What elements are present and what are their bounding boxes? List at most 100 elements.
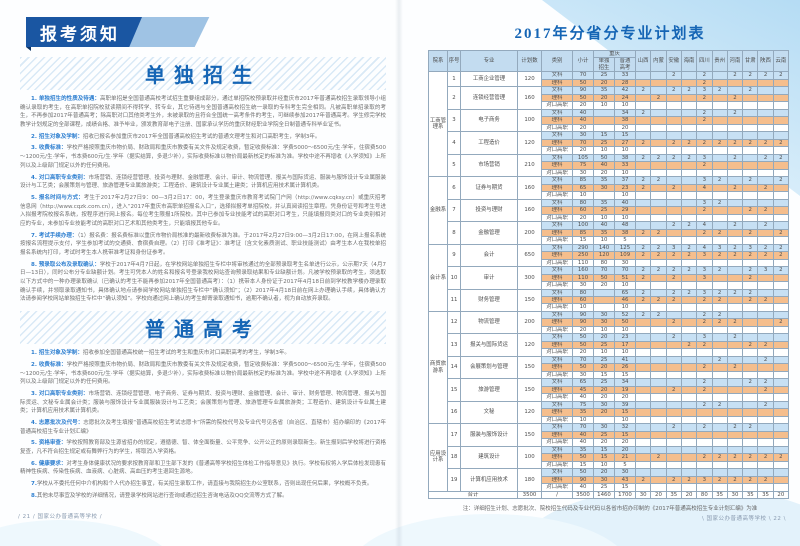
value-cell: 2 — [665, 318, 682, 327]
category-cell: 对口高职 — [541, 101, 573, 110]
col-cat: 类别 — [541, 49, 573, 73]
value-cell — [742, 116, 759, 125]
value-cell: 10 — [572, 191, 594, 200]
value-cell: 3 — [696, 288, 713, 298]
value-cell: 2 — [680, 153, 698, 163]
value-cell: 35 — [572, 408, 594, 417]
value-cell: 20 — [593, 408, 615, 417]
value-cell — [772, 483, 789, 492]
value-cell: 4 — [696, 221, 713, 230]
value-cell — [711, 468, 728, 477]
value-cell — [635, 78, 652, 88]
value-cell — [650, 131, 667, 140]
value-cell — [650, 348, 667, 357]
value-cell — [742, 363, 759, 372]
value-cell — [680, 333, 698, 342]
value-cell: 23 — [613, 183, 637, 193]
value-cell: 2 — [635, 108, 652, 118]
value-cell: 2 — [726, 221, 744, 230]
plan-row: 10 审计 300 文科 160 70 70 2 2 2 2 3 2 2 3 2 — [429, 266, 789, 290]
value-cell — [742, 400, 759, 410]
value-cell — [593, 303, 615, 312]
value-cell — [635, 348, 652, 357]
value-cell — [635, 198, 652, 208]
value-cell: 41 — [613, 355, 637, 365]
category-cell: 对口高职 — [541, 146, 573, 155]
value-cell — [680, 453, 698, 462]
value-cell — [757, 318, 774, 327]
value-cell — [726, 415, 744, 425]
value-cell — [757, 430, 774, 440]
value-cell: 34 — [613, 108, 637, 118]
value-cell: 250 — [572, 251, 594, 260]
value-cell — [665, 146, 682, 155]
major-name: 工程造价 — [460, 131, 518, 155]
value-cell — [635, 393, 652, 402]
major-plan: 160 — [517, 176, 542, 200]
plan-row: 18 建筑设计 100 文科 35 15 20 — [429, 445, 789, 470]
value-cell — [711, 348, 728, 357]
category-cell: 文科 — [541, 445, 573, 455]
notice-item-label: 2. 招生对象及学制： — [31, 133, 83, 140]
total-value: 35 — [742, 490, 759, 500]
value-cell — [772, 468, 789, 477]
value-cell — [680, 370, 698, 380]
category-cell: 理科 — [541, 228, 573, 238]
value-cell — [772, 445, 789, 455]
value-cell: 26 — [613, 363, 637, 372]
value-cell: 2 — [696, 310, 713, 320]
value-cell — [757, 198, 774, 208]
value-cell — [593, 288, 615, 298]
notice-sections: 单独招生 1. 单独招生的性质及待遇：高职单招是全国普通高校考试招生重要组成部分，… — [16, 57, 390, 500]
value-cell: 70 — [572, 138, 594, 148]
plan-row: 理科 75 40 33 2 — [429, 161, 789, 170]
value-cell: 30 — [572, 280, 594, 290]
category-cell: 理科 — [541, 206, 573, 215]
category-cell: 对口高职 — [541, 236, 573, 245]
value-cell — [726, 408, 744, 417]
value-cell — [650, 363, 667, 372]
value-cell — [665, 101, 682, 110]
header-row: 院系 序号 专业 计划数 类别 小计 重庆 山西 内蒙 安徽 海南 四川 贵州 河南 甘肃 陕西 云南 — [428, 49, 789, 73]
value-cell: 3 — [696, 333, 713, 342]
value-cell — [680, 415, 698, 425]
value-cell — [635, 318, 652, 327]
value-cell — [696, 258, 713, 268]
value-cell — [772, 258, 789, 268]
plan-row: 商贸旅 游系 12 物流管理 200 文科 90 30 52 2 2 2 2 — [428, 310, 789, 425]
category-cell: 理科 — [541, 78, 573, 88]
value-cell: 70 — [572, 355, 594, 365]
major-no: 19 — [447, 468, 461, 492]
value-cell: 45 — [572, 385, 594, 395]
value-cell: 2 — [726, 243, 744, 253]
value-cell — [650, 198, 667, 208]
major-plan: 120 — [517, 333, 542, 357]
value-cell: 5 — [613, 460, 637, 470]
value-cell: 2 — [711, 288, 728, 298]
value-cell — [742, 108, 759, 118]
value-cell: 2 — [726, 108, 744, 118]
value-cell: 23 — [613, 333, 637, 342]
plan-row: 理科 50 20 28 2 — [429, 78, 789, 88]
value-cell: 4 — [696, 243, 713, 253]
total-label: 合计 — [428, 490, 518, 500]
value-cell — [650, 423, 667, 432]
page-right: 2017年分省分专业计划表 院系 序号 专业 计划数 类别 小计 重庆 山西 内蒙 安徽 海南 四川贵… — [428, 14, 792, 512]
value-cell — [696, 415, 713, 425]
major-no: 10 — [447, 266, 461, 290]
value-cell — [650, 183, 667, 193]
value-cell — [772, 116, 789, 125]
category-cell: 对口高职 — [541, 123, 573, 133]
banner-title: 报考须知 — [40, 24, 120, 44]
major-plan: 300 — [517, 266, 542, 290]
value-cell: 48 — [613, 221, 637, 230]
value-cell: 10 — [593, 213, 615, 223]
value-cell — [757, 191, 774, 200]
value-cell — [772, 183, 789, 193]
value-cell — [742, 146, 759, 155]
value-cell — [772, 400, 789, 410]
value-cell: 2 — [635, 176, 652, 185]
value-cell — [650, 221, 667, 230]
category-cell: 对口高职 — [541, 213, 573, 223]
value-cell — [650, 146, 667, 155]
